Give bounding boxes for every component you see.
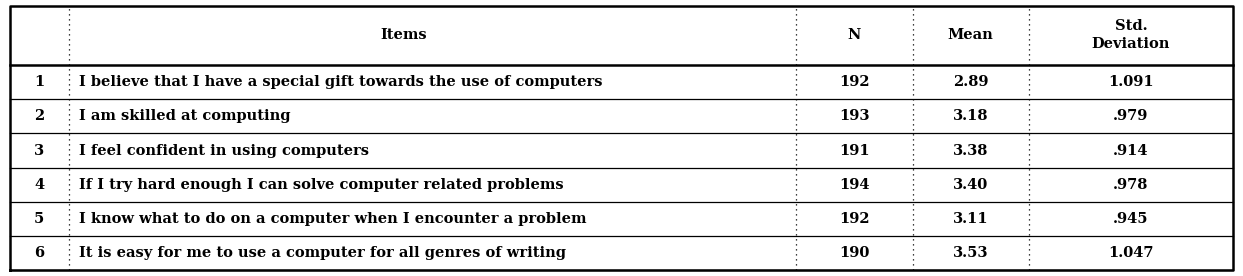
Text: 2.89: 2.89: [953, 75, 988, 89]
Text: 3.40: 3.40: [953, 178, 988, 192]
Text: .978: .978: [1114, 178, 1149, 192]
Text: 194: 194: [839, 178, 870, 192]
Text: I am skilled at computing: I am skilled at computing: [78, 109, 290, 123]
Text: If I try hard enough I can solve computer related problems: If I try hard enough I can solve compute…: [78, 178, 563, 192]
Text: 3.11: 3.11: [953, 212, 988, 226]
Text: .945: .945: [1114, 212, 1149, 226]
Text: .979: .979: [1114, 109, 1149, 123]
Text: Std.
Deviation: Std. Deviation: [1091, 19, 1170, 51]
Text: 5: 5: [34, 212, 45, 226]
Text: 3.53: 3.53: [953, 246, 988, 260]
Text: 3.38: 3.38: [953, 144, 988, 158]
Text: I know what to do on a computer when I encounter a problem: I know what to do on a computer when I e…: [78, 212, 587, 226]
Text: It is easy for me to use a computer for all genres of writing: It is easy for me to use a computer for …: [78, 246, 566, 260]
Text: 1.091: 1.091: [1108, 75, 1154, 89]
Text: 1.047: 1.047: [1109, 246, 1154, 260]
Text: 191: 191: [839, 144, 870, 158]
Text: I believe that I have a special gift towards the use of computers: I believe that I have a special gift tow…: [78, 75, 602, 89]
Text: 193: 193: [839, 109, 870, 123]
Text: 3.18: 3.18: [953, 109, 988, 123]
Text: N: N: [848, 28, 861, 42]
Text: 1: 1: [34, 75, 45, 89]
Text: .914: .914: [1114, 144, 1149, 158]
Text: 4: 4: [35, 178, 45, 192]
Text: 190: 190: [839, 246, 870, 260]
Text: I feel confident in using computers: I feel confident in using computers: [78, 144, 369, 158]
Text: 192: 192: [839, 75, 870, 89]
Text: 2: 2: [34, 109, 45, 123]
Text: Mean: Mean: [948, 28, 993, 42]
Text: 3: 3: [35, 144, 45, 158]
Text: 192: 192: [839, 212, 870, 226]
Text: Items: Items: [380, 28, 426, 42]
Text: 6: 6: [35, 246, 45, 260]
